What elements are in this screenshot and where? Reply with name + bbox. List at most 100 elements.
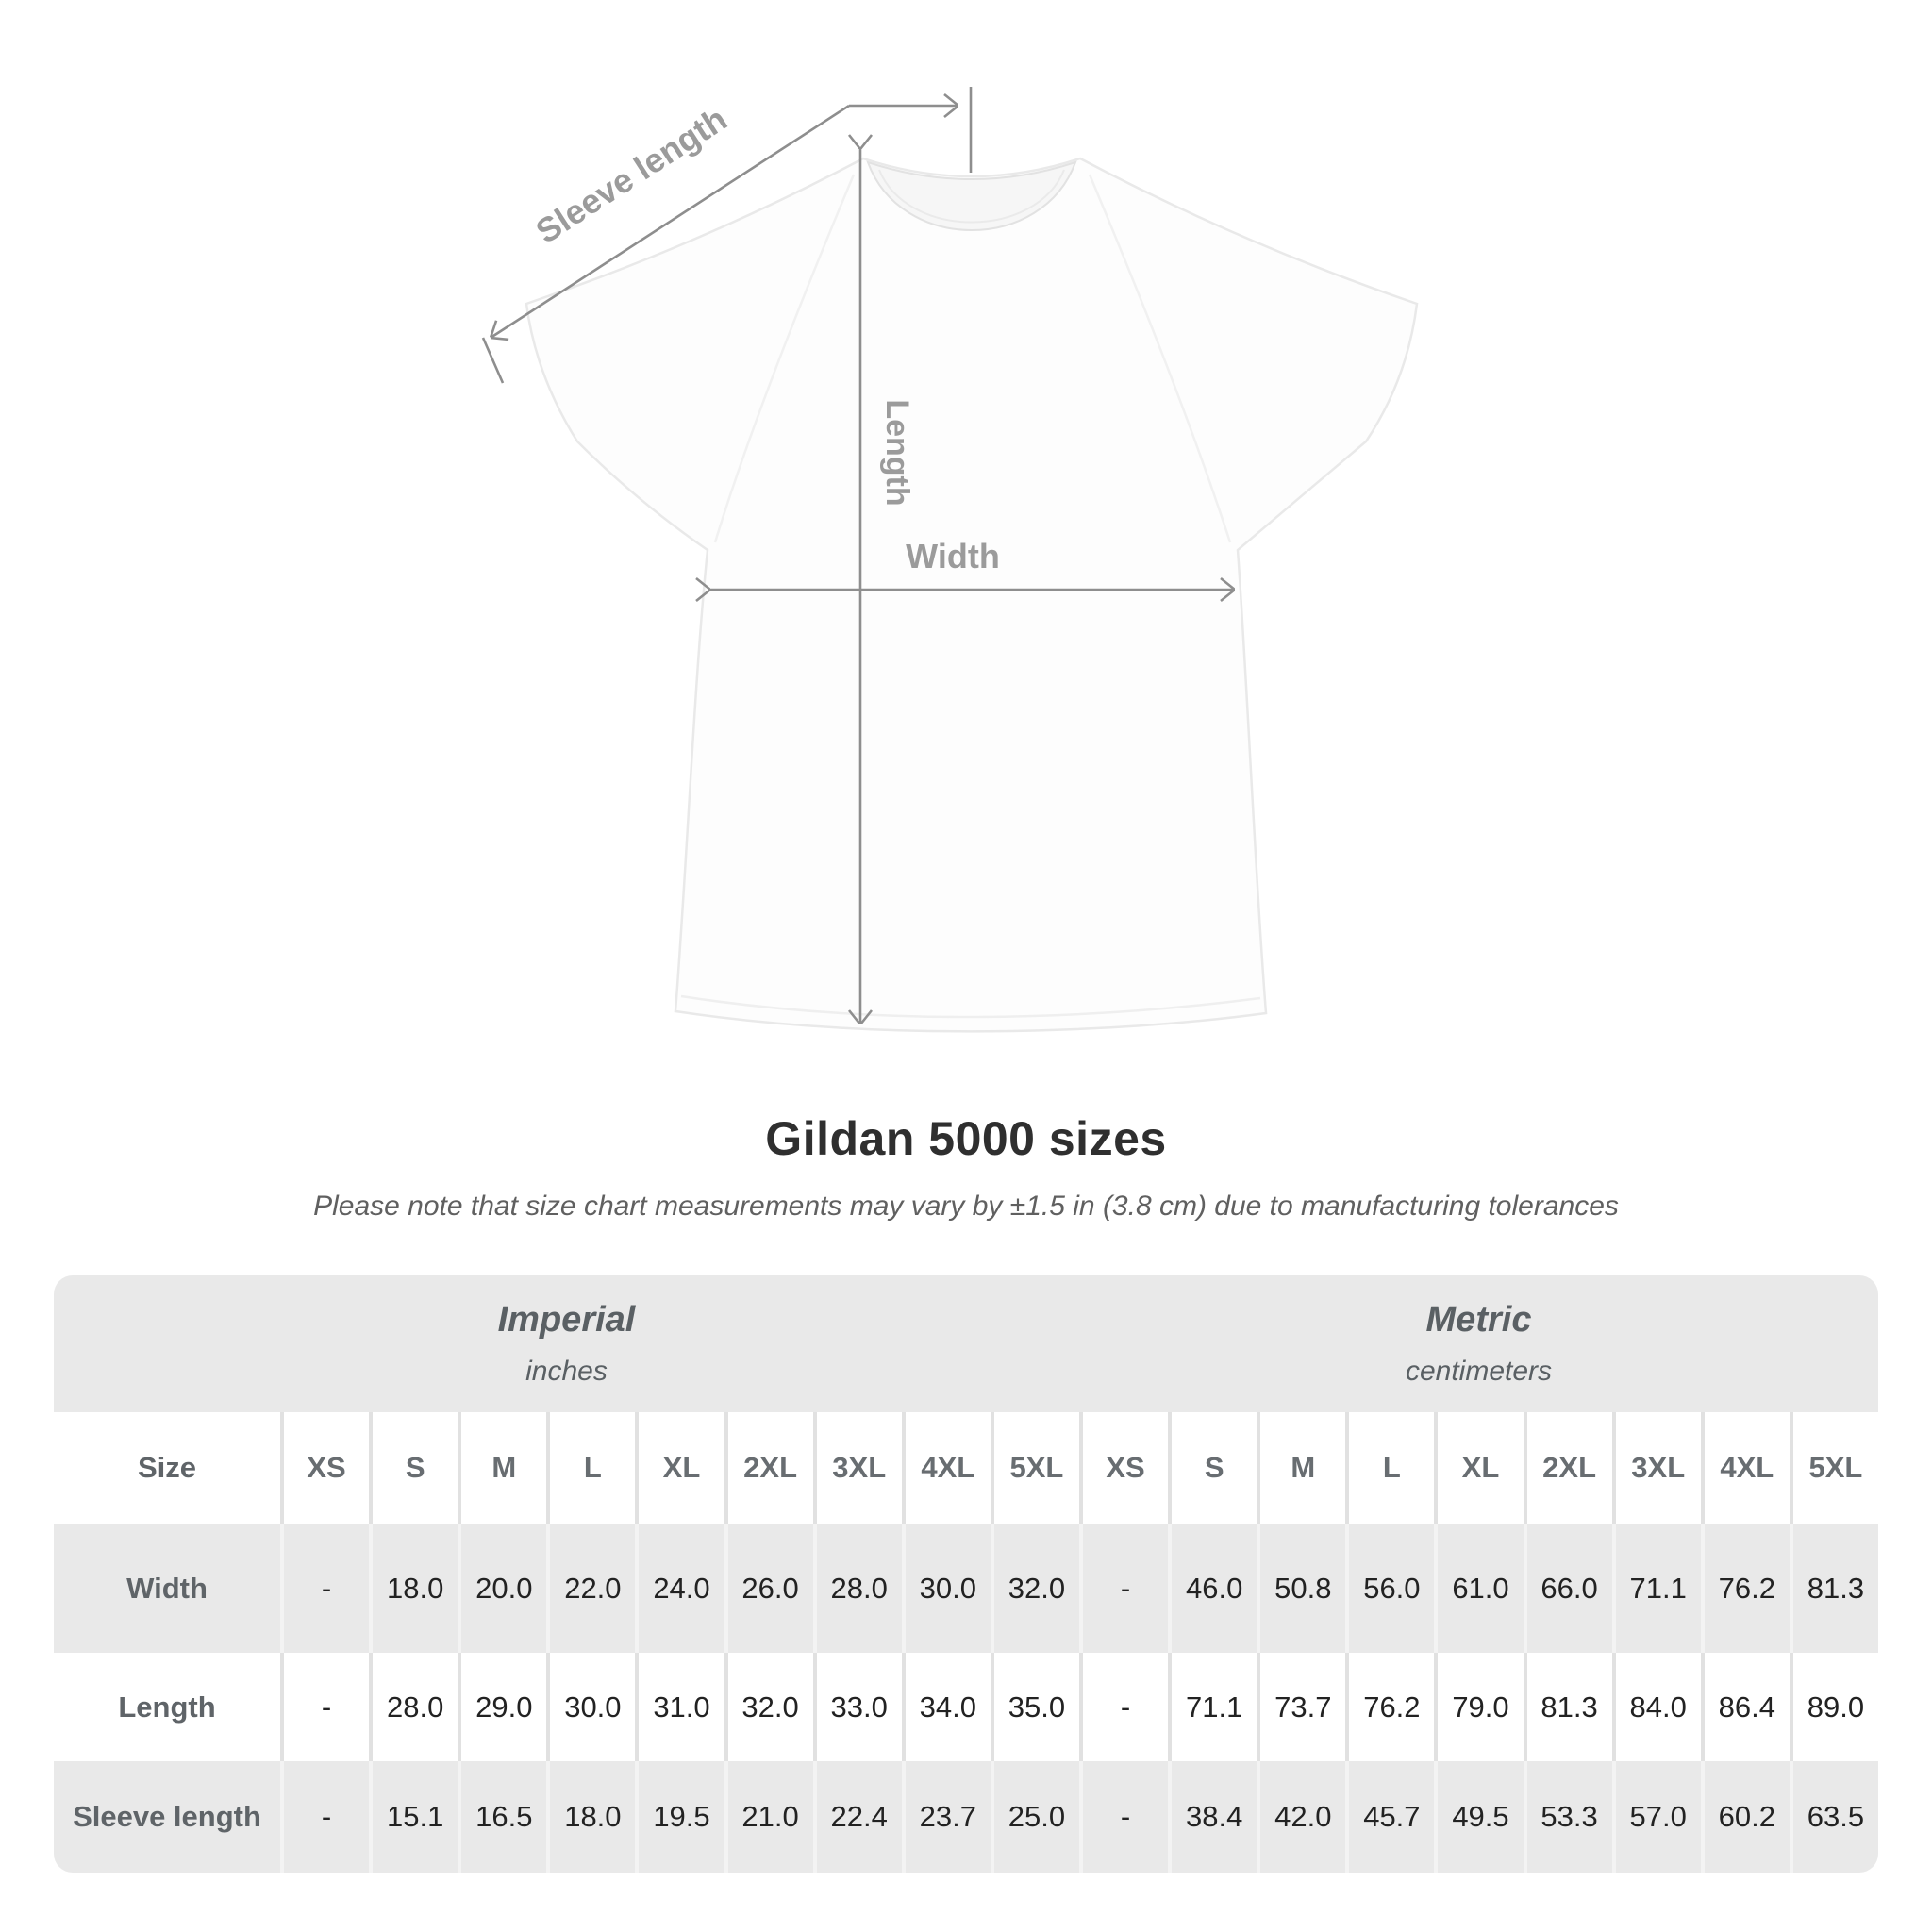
size-cell: 2XL: [724, 1412, 813, 1524]
value-cell: 22.4: [812, 1761, 902, 1873]
tshirt-diagram-svg: Sleeve length Length Width: [481, 87, 1419, 1033]
sleeve-end-tick: [481, 337, 505, 384]
value-cell: 34.0: [901, 1653, 991, 1761]
size-chart-table: Imperial inches Metric centimeters Size …: [54, 1275, 1878, 1873]
value-cell: 81.3: [1789, 1524, 1878, 1653]
imperial-label: Imperial: [497, 1300, 636, 1340]
length-row: Length - 28.0 29.0 30.0 31.0 32.0 33.0 3…: [54, 1653, 1878, 1761]
row-label-length: Length: [118, 1690, 216, 1724]
tshirt-collar-seam: [878, 169, 1065, 224]
value-cell: 16.5: [458, 1761, 546, 1873]
tshirt-right-sleeve-seam: [1088, 174, 1232, 543]
size-cell: 3XL: [812, 1412, 902, 1524]
tshirt-left-sleeve-seam: [713, 174, 856, 543]
value-cell: 42.0: [1257, 1761, 1345, 1873]
sleeve-dimension-line: [491, 104, 850, 338]
size-cell: M: [1257, 1412, 1345, 1524]
tshirt-hem-stitch: [680, 994, 1261, 1019]
metric-unit-label: centimeters: [1405, 1356, 1553, 1387]
value-cell: -: [1079, 1761, 1168, 1873]
dimension-lines: [481, 87, 1235, 1024]
size-cell: XS: [1079, 1412, 1168, 1524]
value-cell: 30.0: [901, 1524, 991, 1653]
value-cell: 45.7: [1345, 1761, 1434, 1873]
value-cell: 18.0: [369, 1524, 458, 1653]
metric-label: Metric: [1425, 1300, 1532, 1340]
value-cell: 22.0: [546, 1524, 635, 1653]
size-cell: XS: [280, 1412, 369, 1524]
size-cell: 3XL: [1611, 1412, 1701, 1524]
size-cell: L: [1345, 1412, 1434, 1524]
row-label-width: Width: [126, 1571, 208, 1605]
value-cell: 25.0: [990, 1761, 1079, 1873]
value-cell: 38.4: [1168, 1761, 1257, 1873]
value-cell: 24.0: [635, 1524, 724, 1653]
imperial-unit-label: inches: [525, 1356, 608, 1387]
sleeve-length-label: Sleeve length: [529, 99, 734, 251]
value-cell: 86.4: [1700, 1653, 1790, 1761]
value-cell: 20.0: [458, 1524, 546, 1653]
tshirt-illustration: [525, 157, 1419, 1033]
value-cell: 32.0: [724, 1653, 813, 1761]
value-cell: 19.5: [635, 1761, 724, 1873]
value-cell: -: [280, 1524, 369, 1653]
value-cell: 60.2: [1700, 1761, 1790, 1873]
size-cell: XL: [1434, 1412, 1523, 1524]
value-cell: -: [280, 1653, 369, 1761]
value-cell: 56.0: [1345, 1524, 1434, 1653]
size-cell: XL: [635, 1412, 724, 1524]
value-cell: 66.0: [1523, 1524, 1612, 1653]
size-cell: S: [369, 1412, 458, 1524]
imperial-group-header: Imperial inches: [54, 1275, 1079, 1412]
value-cell: 71.1: [1611, 1524, 1701, 1653]
value-cell: -: [280, 1761, 369, 1873]
metric-group-header: Metric centimeters: [1079, 1275, 1878, 1412]
value-cell: 49.5: [1434, 1761, 1523, 1873]
value-cell: -: [1079, 1653, 1168, 1761]
size-column-header: Size: [137, 1451, 197, 1484]
size-cell: 2XL: [1523, 1412, 1612, 1524]
value-cell: 84.0: [1611, 1653, 1701, 1761]
tshirt-measurement-diagram: Sleeve length Length Width: [481, 87, 1419, 1033]
value-cell: 31.0: [635, 1653, 724, 1761]
size-cell: L: [546, 1412, 635, 1524]
value-cell: 53.3: [1523, 1761, 1612, 1873]
value-cell: 50.8: [1257, 1524, 1345, 1653]
value-cell: -: [1079, 1524, 1168, 1653]
value-cell: 28.0: [369, 1653, 458, 1761]
page-subtitle: Please note that size chart measurements…: [313, 1191, 1619, 1222]
page-title: Gildan 5000 sizes: [765, 1112, 1167, 1165]
value-cell: 81.3: [1523, 1653, 1612, 1761]
value-cell: 32.0: [990, 1524, 1079, 1653]
value-cell: 23.7: [901, 1761, 991, 1873]
value-cell: 35.0: [990, 1653, 1079, 1761]
size-cell: 5XL: [990, 1412, 1079, 1524]
value-cell: 63.5: [1789, 1761, 1878, 1873]
value-cell: 89.0: [1789, 1653, 1878, 1761]
width-row: Width - 18.0 20.0 22.0 24.0 26.0 28.0 30…: [54, 1524, 1878, 1653]
width-label: Width: [906, 537, 1000, 575]
size-header-row: Size XS S M L XL 2XL 3XL 4XL 5XL XS S M …: [54, 1412, 1878, 1524]
value-cell: 76.2: [1700, 1524, 1790, 1653]
value-cell: 73.7: [1257, 1653, 1345, 1761]
value-cell: 61.0: [1434, 1524, 1523, 1653]
value-cell: 71.1: [1168, 1653, 1257, 1761]
value-cell: 33.0: [812, 1653, 902, 1761]
size-cell: 4XL: [901, 1412, 991, 1524]
value-cell: 15.1: [369, 1761, 458, 1873]
length-label: Length: [879, 399, 915, 506]
size-cell: 4XL: [1700, 1412, 1790, 1524]
value-cell: 18.0: [546, 1761, 635, 1873]
value-cell: 26.0: [724, 1524, 813, 1653]
size-cell: S: [1168, 1412, 1257, 1524]
value-cell: 29.0: [458, 1653, 546, 1761]
size-cell: 5XL: [1789, 1412, 1878, 1524]
tshirt-collar: [866, 160, 1077, 231]
chart-titles: Gildan 5000 sizes Please note that size …: [0, 1111, 1932, 1223]
value-cell: 76.2: [1345, 1653, 1434, 1761]
unit-header-band: Imperial inches Metric centimeters: [54, 1275, 1878, 1412]
tshirt-body: [525, 157, 1419, 1033]
row-label-sleeve-length: Sleeve length: [73, 1800, 261, 1833]
sleeve-length-row: Sleeve length - 15.1 16.5 18.0 19.5 21.0…: [54, 1761, 1878, 1873]
value-cell: 57.0: [1611, 1761, 1701, 1873]
